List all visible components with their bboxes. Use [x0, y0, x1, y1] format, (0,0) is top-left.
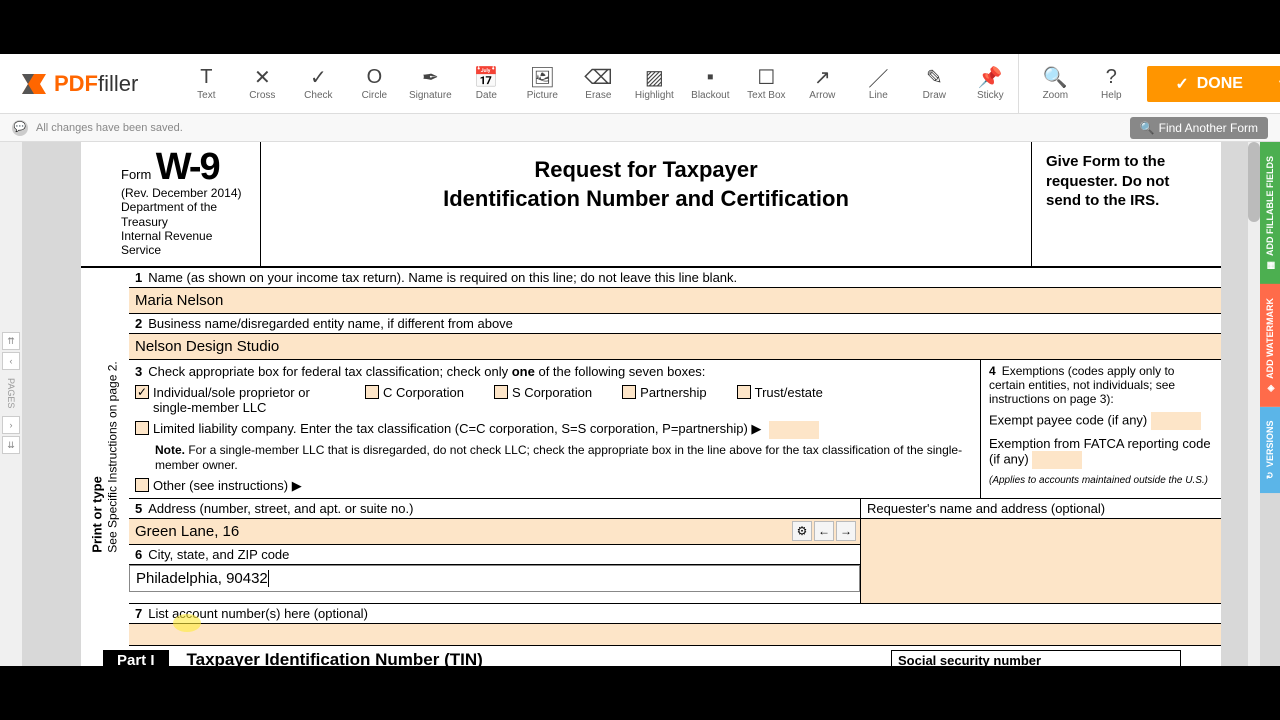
tool-zoom[interactable]: 🔍Zoom [1027, 54, 1083, 114]
row-7-label: 7List account number(s) here (optional) [129, 604, 1221, 624]
business-name-field[interactable]: Nelson Design Studio [129, 334, 1221, 360]
row-2-label: 2Business name/disregarded entity name, … [129, 314, 1221, 334]
tab-versions[interactable]: ↻ VERSIONS [1260, 407, 1280, 493]
date-icon: 📅 [475, 66, 497, 88]
tool-group: TText✕Cross✓CheckOCircle✒Signature📅Date🖼… [158, 54, 1018, 114]
find-form-button[interactable]: 🔍 Find Another Form [1130, 117, 1268, 139]
tool-sticky[interactable]: 📌Sticky [962, 54, 1018, 114]
tool-line[interactable]: ／Line [850, 54, 906, 114]
document-area: Form W-9 (Rev. December 2014) Department… [22, 142, 1280, 666]
row-1-label: 1Name (as shown on your income tax retur… [129, 268, 1221, 288]
help-icon: ? [1100, 66, 1122, 88]
tool-erase[interactable]: ⌫Erase [570, 54, 626, 114]
scrollbar[interactable] [1248, 142, 1260, 666]
status-text: All changes have been saved. [36, 122, 183, 134]
page-nav: ⇈ ‹ PAGES › ⇊ [0, 142, 22, 666]
workspace: ⇈ ‹ PAGES › ⇊ Form W-9 (Rev. December 20… [0, 142, 1280, 666]
cb-other[interactable] [135, 478, 149, 492]
tab-fillable-fields[interactable]: ▦ ADD FILLABLE FIELDS [1260, 142, 1280, 284]
tool-text[interactable]: TText [178, 54, 234, 114]
tool-arrow[interactable]: ↗Arrow [794, 54, 850, 114]
toolbar: PDFfiller TText✕Cross✓CheckOCircle✒Signa… [0, 54, 1280, 114]
form-instruction: Give Form to the requester. Do not send … [1031, 142, 1221, 266]
erase-icon: ⌫ [587, 66, 609, 88]
cb-partnership[interactable] [622, 385, 636, 399]
app-window: PDFfiller TText✕Cross✓CheckOCircle✒Signa… [0, 54, 1280, 666]
nav-first[interactable]: ⇈ [2, 332, 20, 350]
right-tool-group: 🔍Zoom?Help ✓ DONE [1018, 54, 1280, 114]
cb-scorp[interactable] [494, 385, 508, 399]
exempt-payee-field[interactable] [1151, 412, 1201, 430]
field-next-icon[interactable]: → [836, 521, 856, 541]
zoom-icon: 🔍 [1044, 66, 1066, 88]
side-tabs: ▦ ADD FILLABLE FIELDS ◈ ADD WATERMARK ↻ … [1260, 142, 1280, 493]
tool-highlight[interactable]: ▨Highlight [626, 54, 682, 114]
part1-label: Part I [103, 650, 169, 666]
done-button[interactable]: ✓ DONE [1147, 66, 1280, 102]
form-id-block: Form W-9 (Rev. December 2014) Department… [81, 142, 261, 266]
cb-llc[interactable] [135, 421, 149, 435]
text-icon: T [195, 66, 217, 88]
text box-icon: ☐ [755, 66, 777, 88]
field-gear-icon[interactable]: ⚙ [792, 521, 812, 541]
name-field[interactable]: Maria Nelson [129, 288, 1221, 314]
logo-text: PDFfiller [54, 71, 138, 97]
logo-icon [20, 72, 48, 96]
cb-trust[interactable] [737, 385, 751, 399]
vertical-instruction: Print or typeSee Specific Instructions o… [81, 268, 129, 646]
tool-picture[interactable]: 🖼Picture [514, 54, 570, 114]
circle-icon: O [363, 66, 385, 88]
nav-next[interactable]: › [2, 416, 20, 434]
line-icon: ／ [867, 66, 889, 88]
part1-title: Taxpayer Identification Number (TIN) [187, 650, 483, 666]
tool-cross[interactable]: ✕Cross [234, 54, 290, 114]
tool-help[interactable]: ?Help [1083, 54, 1139, 114]
tool-circle[interactable]: OCircle [346, 54, 402, 114]
highlight-marker [173, 614, 201, 632]
account-numbers-field[interactable] [129, 624, 1221, 646]
draw-icon: ✎ [923, 66, 945, 88]
row-5-label: 5Address (number, street, and apt. or su… [129, 499, 860, 519]
tool-signature[interactable]: ✒Signature [402, 54, 458, 114]
form-title: Request for Taxpayer Identification Numb… [261, 142, 1031, 266]
nav-prev[interactable]: ‹ [2, 352, 20, 370]
nav-label: PAGES [6, 378, 16, 408]
highlight-icon: ▨ [643, 66, 665, 88]
requester-field[interactable]: Requester's name and address (optional) [861, 499, 1221, 603]
blackout-icon: ▪ [699, 66, 721, 88]
fatca-field[interactable] [1032, 451, 1082, 469]
signature-icon: ✒ [419, 66, 441, 88]
row-6-label: 6City, state, and ZIP code [129, 545, 860, 565]
arrow-icon: ↗ [811, 66, 833, 88]
ssn-box: Social security number – – [891, 650, 1181, 666]
check-icon: ✓ [307, 66, 329, 88]
status-bar: 💬 All changes have been saved. 🔍 Find An… [0, 114, 1280, 142]
chat-icon: 💬 [12, 120, 28, 136]
cb-ccorp[interactable] [365, 385, 379, 399]
address-field[interactable]: Green Lane, 16 ⚙ ← → [129, 519, 860, 545]
tool-draw[interactable]: ✎Draw [906, 54, 962, 114]
cross-icon: ✕ [251, 66, 273, 88]
w9-form: Form W-9 (Rev. December 2014) Department… [81, 142, 1221, 666]
field-prev-icon[interactable]: ← [814, 521, 834, 541]
tool-text box[interactable]: ☐Text Box [738, 54, 794, 114]
cb-individual[interactable]: ✓ [135, 385, 149, 399]
sticky-icon: 📌 [979, 66, 1001, 88]
nav-last[interactable]: ⇊ [2, 436, 20, 454]
picture-icon: 🖼 [531, 66, 553, 88]
city-field[interactable]: Philadelphia, 90432 [129, 565, 860, 592]
logo[interactable]: PDFfiller [0, 71, 158, 97]
tool-blackout[interactable]: ▪Blackout [682, 54, 738, 114]
tool-check[interactable]: ✓Check [290, 54, 346, 114]
tab-watermark[interactable]: ◈ ADD WATERMARK [1260, 284, 1280, 407]
tool-date[interactable]: 📅Date [458, 54, 514, 114]
